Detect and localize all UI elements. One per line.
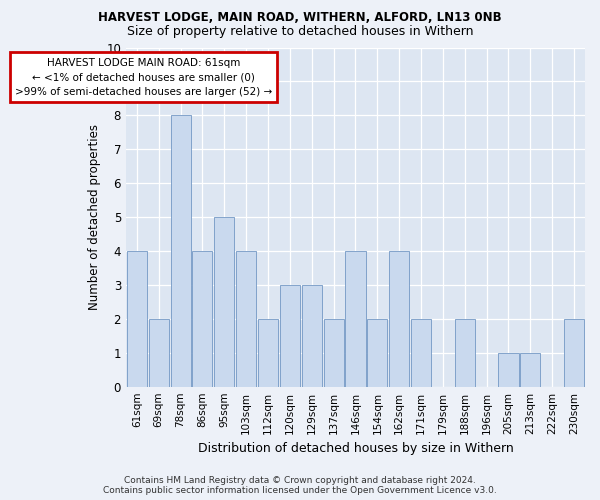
Bar (346, 251, 365, 386)
Text: Size of property relative to detached houses in Withern: Size of property relative to detached ho… (127, 25, 473, 38)
Bar (280, 285, 300, 386)
Text: Contains public sector information licensed under the Open Government Licence v3: Contains public sector information licen… (103, 486, 497, 495)
Bar (302, 285, 322, 386)
Bar (411, 319, 431, 386)
Bar (389, 251, 409, 386)
Bar (170, 116, 191, 386)
Bar (149, 319, 169, 386)
Bar (193, 251, 212, 386)
Text: HARVEST LODGE, MAIN ROAD, WITHERN, ALFORD, LN13 0NB: HARVEST LODGE, MAIN ROAD, WITHERN, ALFOR… (98, 11, 502, 24)
Bar (455, 319, 475, 386)
Bar (520, 353, 541, 386)
Bar (499, 353, 518, 386)
Bar (367, 319, 388, 386)
Bar (258, 319, 278, 386)
Text: Contains HM Land Registry data © Crown copyright and database right 2024.: Contains HM Land Registry data © Crown c… (124, 476, 476, 485)
Text: HARVEST LODGE MAIN ROAD: 61sqm
← <1% of detached houses are smaller (0)
>99% of : HARVEST LODGE MAIN ROAD: 61sqm ← <1% of … (15, 58, 272, 98)
Bar (564, 319, 584, 386)
Bar (323, 319, 344, 386)
X-axis label: Distribution of detached houses by size in Withern: Distribution of detached houses by size … (197, 442, 514, 455)
Bar (214, 217, 235, 386)
Y-axis label: Number of detached properties: Number of detached properties (88, 124, 101, 310)
Bar (127, 251, 147, 386)
Bar (236, 251, 256, 386)
